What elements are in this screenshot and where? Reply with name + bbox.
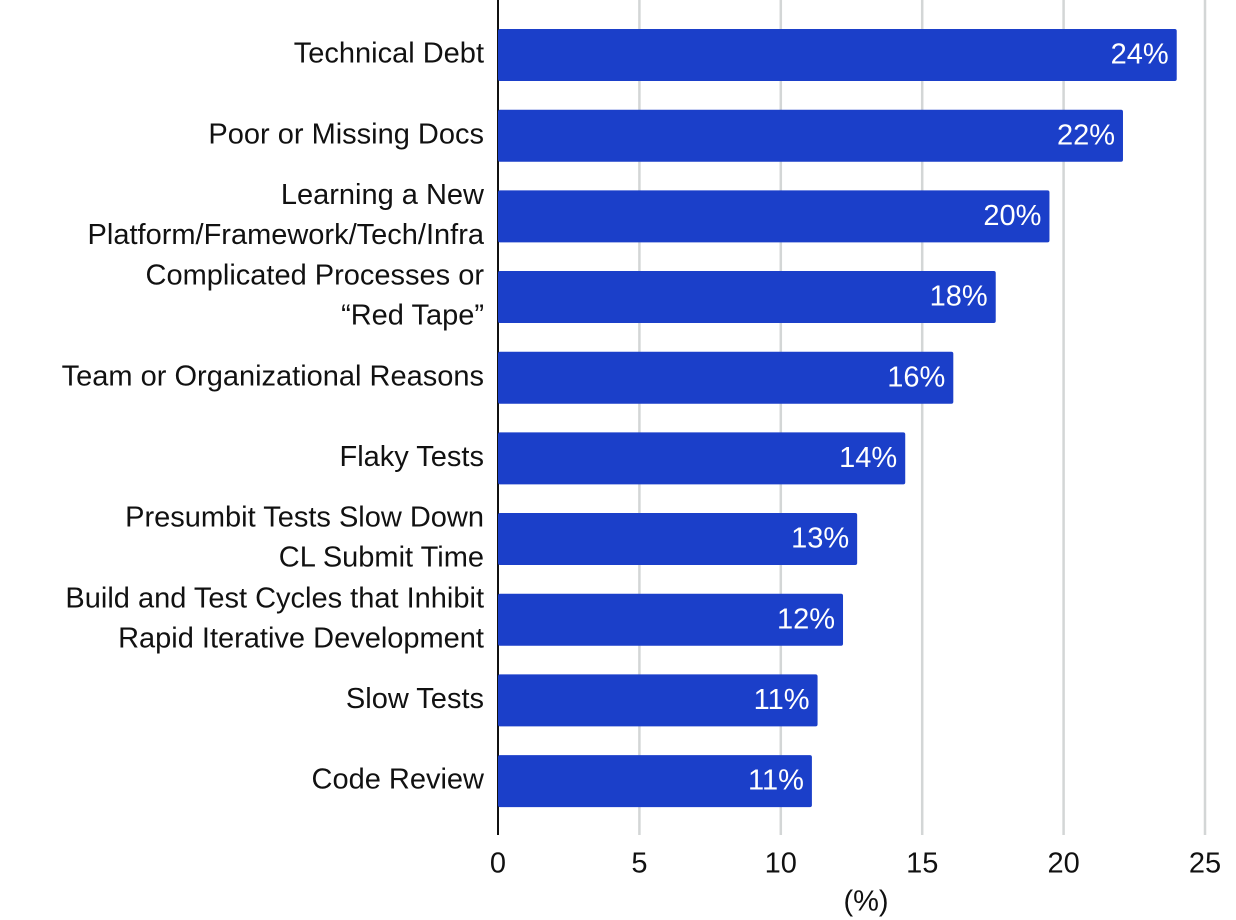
value-label: 18% (930, 281, 988, 313)
y-tick-label: Slow Tests (346, 683, 484, 715)
y-tick-label: Build and Test Cycles that Inhibit (65, 582, 484, 614)
bar (498, 190, 1050, 243)
x-tick-label: 10 (765, 848, 797, 880)
y-tick-label: CL Submit Time (279, 542, 484, 574)
x-tick-label: 25 (1189, 848, 1221, 880)
y-tick-label: Poor or Missing Docs (208, 118, 484, 150)
x-tick-label: 5 (631, 848, 647, 880)
bar (498, 271, 996, 324)
value-label: 16% (887, 361, 945, 393)
x-tick-label: 15 (906, 848, 938, 880)
y-tick-label: “Red Tape” (341, 300, 484, 332)
y-tick-label: Presumbit Tests Slow Down (125, 502, 484, 534)
x-axis-label: (%) (843, 886, 888, 918)
y-tick-label: Team or Organizational Reasons (62, 360, 484, 392)
y-tick-label: Complicated Processes or (146, 260, 485, 292)
value-label: 14% (839, 442, 897, 474)
value-label: 22% (1057, 119, 1115, 151)
bar (498, 674, 818, 727)
y-tick-label: Flaky Tests (339, 441, 484, 473)
value-label: 12% (777, 603, 835, 635)
y-tick-label: Platform/Framework/Tech/Infra (88, 219, 485, 251)
x-tick-label: 0 (490, 848, 506, 880)
value-label: 13% (791, 523, 849, 555)
y-tick-label: Learning a New (281, 179, 485, 211)
y-tick-label: Technical Debt (294, 38, 484, 70)
bar (498, 513, 858, 566)
y-tick-label: Rapid Iterative Development (118, 622, 484, 654)
bar (498, 351, 954, 404)
bar (498, 432, 906, 485)
bar (498, 593, 844, 646)
bar (498, 109, 1123, 162)
x-tick-label: 20 (1047, 848, 1079, 880)
value-label: 11% (754, 684, 810, 716)
value-label: 24% (1111, 39, 1169, 71)
bar (498, 755, 812, 808)
value-label: 11% (748, 765, 804, 797)
y-tick-label: Code Review (312, 764, 486, 796)
value-label: 20% (983, 200, 1041, 232)
bar (498, 29, 1177, 82)
